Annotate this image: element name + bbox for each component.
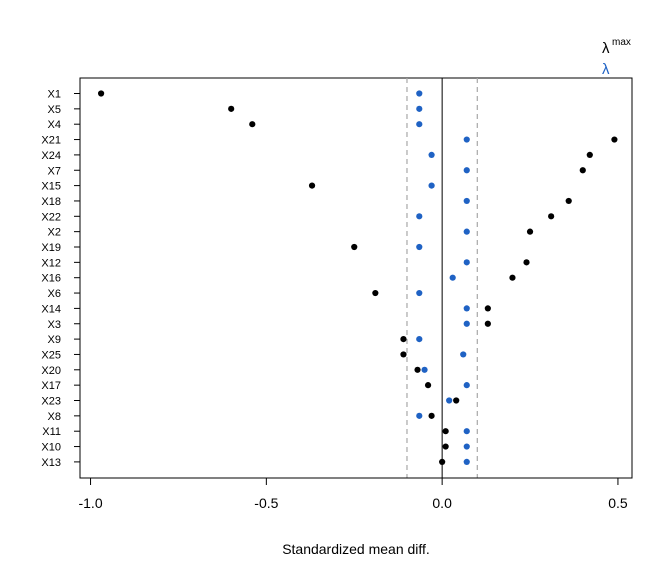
y-tick-label: X2 <box>48 227 61 239</box>
y-tick-label: X11 <box>42 426 61 438</box>
point-series-1-x24 <box>586 151 593 158</box>
point-series-2-x10 <box>463 443 470 450</box>
point-series-2-x3 <box>463 320 470 327</box>
y-tick-label: X19 <box>41 242 61 254</box>
point-series-2-x9 <box>416 336 423 343</box>
point-series-1-x1 <box>97 90 105 97</box>
point-series-1-x5 <box>228 105 235 112</box>
point-series-2-x19 <box>416 243 423 251</box>
y-tick-label: X8 <box>48 411 61 423</box>
y-tick-label: X13 <box>41 457 61 469</box>
y-tick-label: X12 <box>41 257 61 269</box>
plot-frame <box>79 77 633 479</box>
legend-symbol-1: λ <box>602 40 610 57</box>
point-series-2-x2 <box>463 228 470 235</box>
y-tick-label: X3 <box>48 319 61 331</box>
point-series-1-x15 <box>308 182 316 189</box>
y-tick-label: X18 <box>41 196 61 208</box>
legend-symbol-2: λ <box>602 61 610 78</box>
point-series-2-x1 <box>416 90 423 97</box>
point-series-2-x23 <box>446 397 453 404</box>
y-tick-label: X7 <box>48 165 61 177</box>
point-series-2-x15 <box>428 182 435 189</box>
y-tick-label: X21 <box>41 135 61 147</box>
point-series-2-x22 <box>416 213 423 220</box>
y-tick-label: X17 <box>41 380 61 392</box>
y-tick-label: X16 <box>41 273 61 285</box>
point-series-2-x18 <box>463 197 470 205</box>
point-series-1-x9 <box>400 336 407 343</box>
legend-superscript-1: max <box>612 37 631 48</box>
x-tick-label: -0.5 <box>254 495 278 511</box>
x-axis-label: Standardized mean diff. <box>282 541 430 557</box>
point-series-1-x19 <box>351 243 358 251</box>
point-series-2-x11 <box>463 428 470 435</box>
point-series-1-x7 <box>579 167 586 174</box>
point-series-2-x20 <box>421 366 428 373</box>
point-series-1-x12 <box>523 259 530 266</box>
point-series-2-x4 <box>416 121 423 128</box>
y-tick-label: X15 <box>41 181 61 193</box>
point-series-2-x25 <box>460 351 467 358</box>
point-series-2-x17 <box>463 382 470 389</box>
y-tick-label: X9 <box>48 334 61 346</box>
point-series-2-x24 <box>428 151 435 158</box>
point-series-1-x8 <box>428 412 435 419</box>
point-series-2-x12 <box>463 259 470 266</box>
y-tick-label: X23 <box>41 396 61 408</box>
point-series-2-x7 <box>463 167 470 174</box>
point-series-1-x3 <box>484 320 491 327</box>
y-tick-label: X24 <box>41 150 61 162</box>
y-tick-label: X22 <box>41 211 61 223</box>
point-series-2-x14 <box>463 305 470 312</box>
x-tick-label: 0.5 <box>608 495 628 511</box>
point-series-1-x13 <box>439 458 446 465</box>
y-tick-label: X14 <box>41 303 61 315</box>
point-series-1-x4 <box>249 121 256 128</box>
x-tick-label: 0.0 <box>432 495 452 511</box>
y-tick-label: X4 <box>48 119 61 131</box>
point-series-1-x23 <box>453 397 460 404</box>
point-series-2-x8 <box>416 412 423 419</box>
point-series-1-x20 <box>414 366 421 373</box>
point-series-2-x6 <box>416 289 423 297</box>
y-tick-label: X5 <box>48 104 61 116</box>
point-series-1-x10 <box>442 443 449 450</box>
point-series-1-x11 <box>442 428 449 435</box>
point-series-2-x13 <box>463 458 470 465</box>
point-series-2-x16 <box>449 274 456 281</box>
point-series-1-x21 <box>611 136 618 143</box>
y-tick-label: X10 <box>41 442 61 454</box>
point-series-1-x25 <box>400 351 407 358</box>
point-series-2-x5 <box>416 105 423 112</box>
y-tick-label: X6 <box>48 288 61 300</box>
point-series-1-x18 <box>565 197 572 205</box>
point-series-1-x22 <box>548 213 555 220</box>
point-series-2-x21 <box>463 136 470 143</box>
y-tick-label: X25 <box>41 349 61 361</box>
point-series-1-x16 <box>509 274 516 281</box>
point-series-1-x6 <box>372 289 379 297</box>
y-tick-label: X20 <box>41 365 61 377</box>
point-series-1-x17 <box>424 382 432 389</box>
point-series-1-x14 <box>484 305 491 312</box>
x-tick-label: -1.0 <box>78 495 102 511</box>
point-series-1-x2 <box>526 228 534 235</box>
y-tick-label: X1 <box>48 89 61 101</box>
